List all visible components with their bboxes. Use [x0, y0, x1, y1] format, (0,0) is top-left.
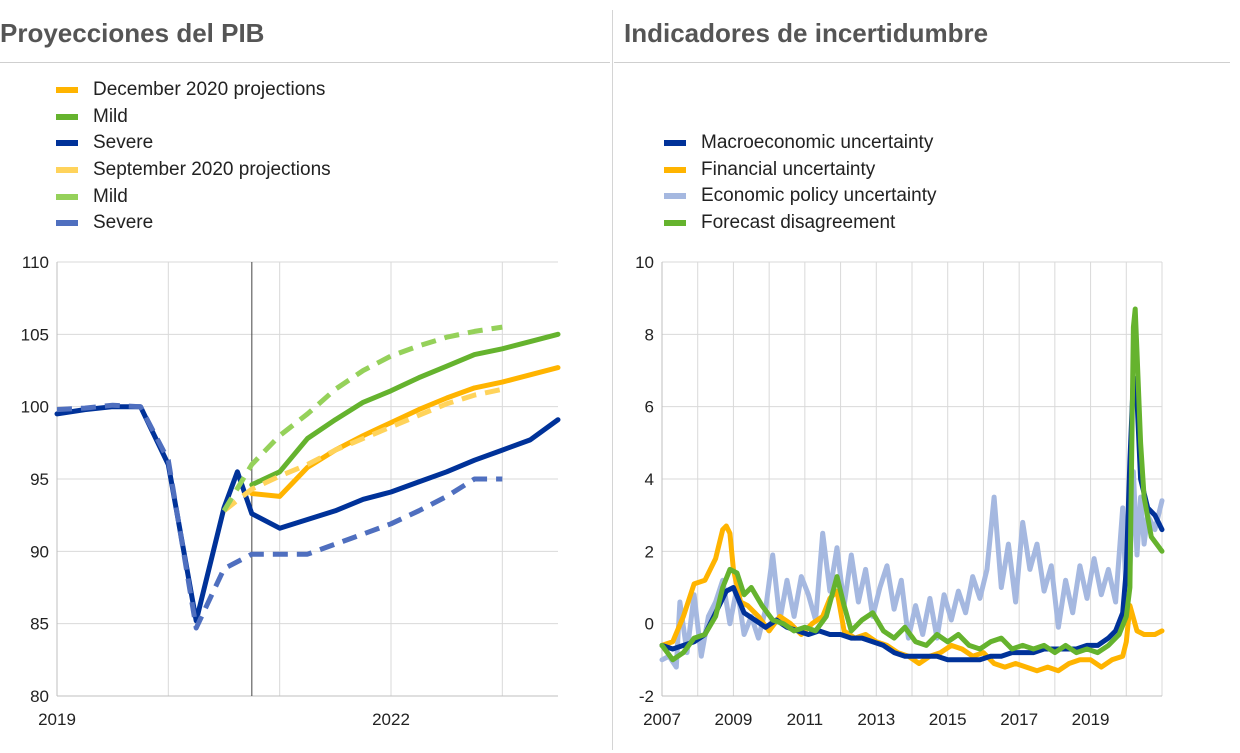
legend-swatch [664, 193, 686, 200]
y-tick-label: 100 [21, 398, 49, 417]
legend-label: Forecast disagreement [701, 212, 896, 234]
y-tick-label: 8 [645, 325, 654, 344]
legend-swatch [56, 140, 78, 147]
legend-swatch [56, 167, 78, 174]
legend-item: Mild [56, 104, 331, 131]
x-tick-label: 2015 [929, 710, 967, 729]
legend-swatch [664, 220, 686, 227]
legend-item: Macroeconomic uncertainty [664, 130, 937, 157]
legend-swatch [56, 220, 78, 227]
right-title-rule [614, 62, 1230, 63]
x-tick-label: 2022 [372, 710, 410, 729]
y-tick-label: 80 [30, 687, 49, 706]
x-tick-label: 2011 [787, 710, 824, 729]
left-title-rule [0, 62, 610, 63]
legend-swatch [56, 113, 78, 120]
series-line-december-2020-projections [249, 365, 561, 499]
chart-2: -2 0 2 4 6 8 10 2007 2009 2011 2013 2015 2017 2019 [635, 253, 1165, 729]
legend-label: Economic policy uncertainty [701, 185, 937, 207]
legend-swatch [56, 87, 78, 94]
legend-label: Severe [93, 132, 154, 154]
y-tick-label: 2 [645, 542, 654, 561]
legend-item: Economic policy uncertainty [664, 183, 937, 210]
x-tick-label: 2017 [1000, 710, 1038, 729]
right-legend: Macroeconomic uncertainty Financial uncer… [664, 130, 937, 236]
legend-label: Mild [93, 185, 128, 207]
legend-item: Forecast disagreement [664, 210, 937, 237]
x-tick-label: 2019 [38, 710, 76, 729]
y-tick-label: -2 [639, 687, 654, 706]
x-tick-label: 2019 [1072, 710, 1110, 729]
right-panel-title: Indicadores de incertidumbre [624, 18, 989, 48]
y-tick-label: 110 [22, 253, 49, 272]
y-tick-label: 95 [30, 470, 49, 489]
panel-separator [612, 10, 613, 750]
series-line-economic-policy-uncertainty [659, 469, 1165, 670]
series-line-september-2020-projections [222, 386, 503, 513]
legend-label: September 2020 projections [93, 159, 331, 181]
y-tick-label: 6 [645, 398, 654, 417]
legend-item: Financial uncertainty [664, 157, 937, 184]
left-legend: December 2020 projections Mild Severe Septe… [56, 77, 331, 237]
y-tick-label: 90 [30, 542, 49, 561]
y-tick-label: 85 [30, 615, 49, 634]
chart-1: 80 85 90 95 100 105 110 2019 2022 [21, 253, 561, 729]
y-tick-label: 4 [645, 470, 654, 489]
legend-item: December 2020 projections [56, 77, 331, 104]
y-tick-label: 10 [635, 253, 654, 272]
series-line-mild [221, 324, 503, 513]
y-tick-label: 105 [21, 325, 49, 344]
legend-label: December 2020 projections [93, 79, 326, 101]
left-panel-title: Proyecciones del PIB [0, 18, 265, 48]
series-line-forecast-disagreement [659, 306, 1165, 663]
legend-label: Macroeconomic uncertainty [701, 132, 934, 154]
series-line-mild [249, 331, 561, 488]
y-tick-label: 0 [645, 615, 654, 634]
series-line-macroeconomic-uncertainty [659, 375, 1165, 663]
x-tick-label: 2009 [715, 710, 753, 729]
legend-label: Mild [93, 105, 128, 127]
legend-swatch [56, 193, 78, 200]
x-tick-label: 2013 [857, 710, 895, 729]
series-line-severe [54, 404, 561, 624]
x-tick-label: 2007 [643, 710, 681, 729]
series-line-severe [56, 402, 503, 631]
legend-label: Financial uncertainty [701, 158, 876, 180]
legend-swatch [664, 140, 686, 147]
legend-item: Severe [56, 130, 331, 157]
legend-item: September 2020 projections [56, 157, 331, 184]
legend-item: Severe [56, 210, 331, 237]
legend-item: Mild [56, 183, 331, 210]
legend-swatch [664, 166, 686, 173]
legend-label: Severe [93, 212, 154, 234]
